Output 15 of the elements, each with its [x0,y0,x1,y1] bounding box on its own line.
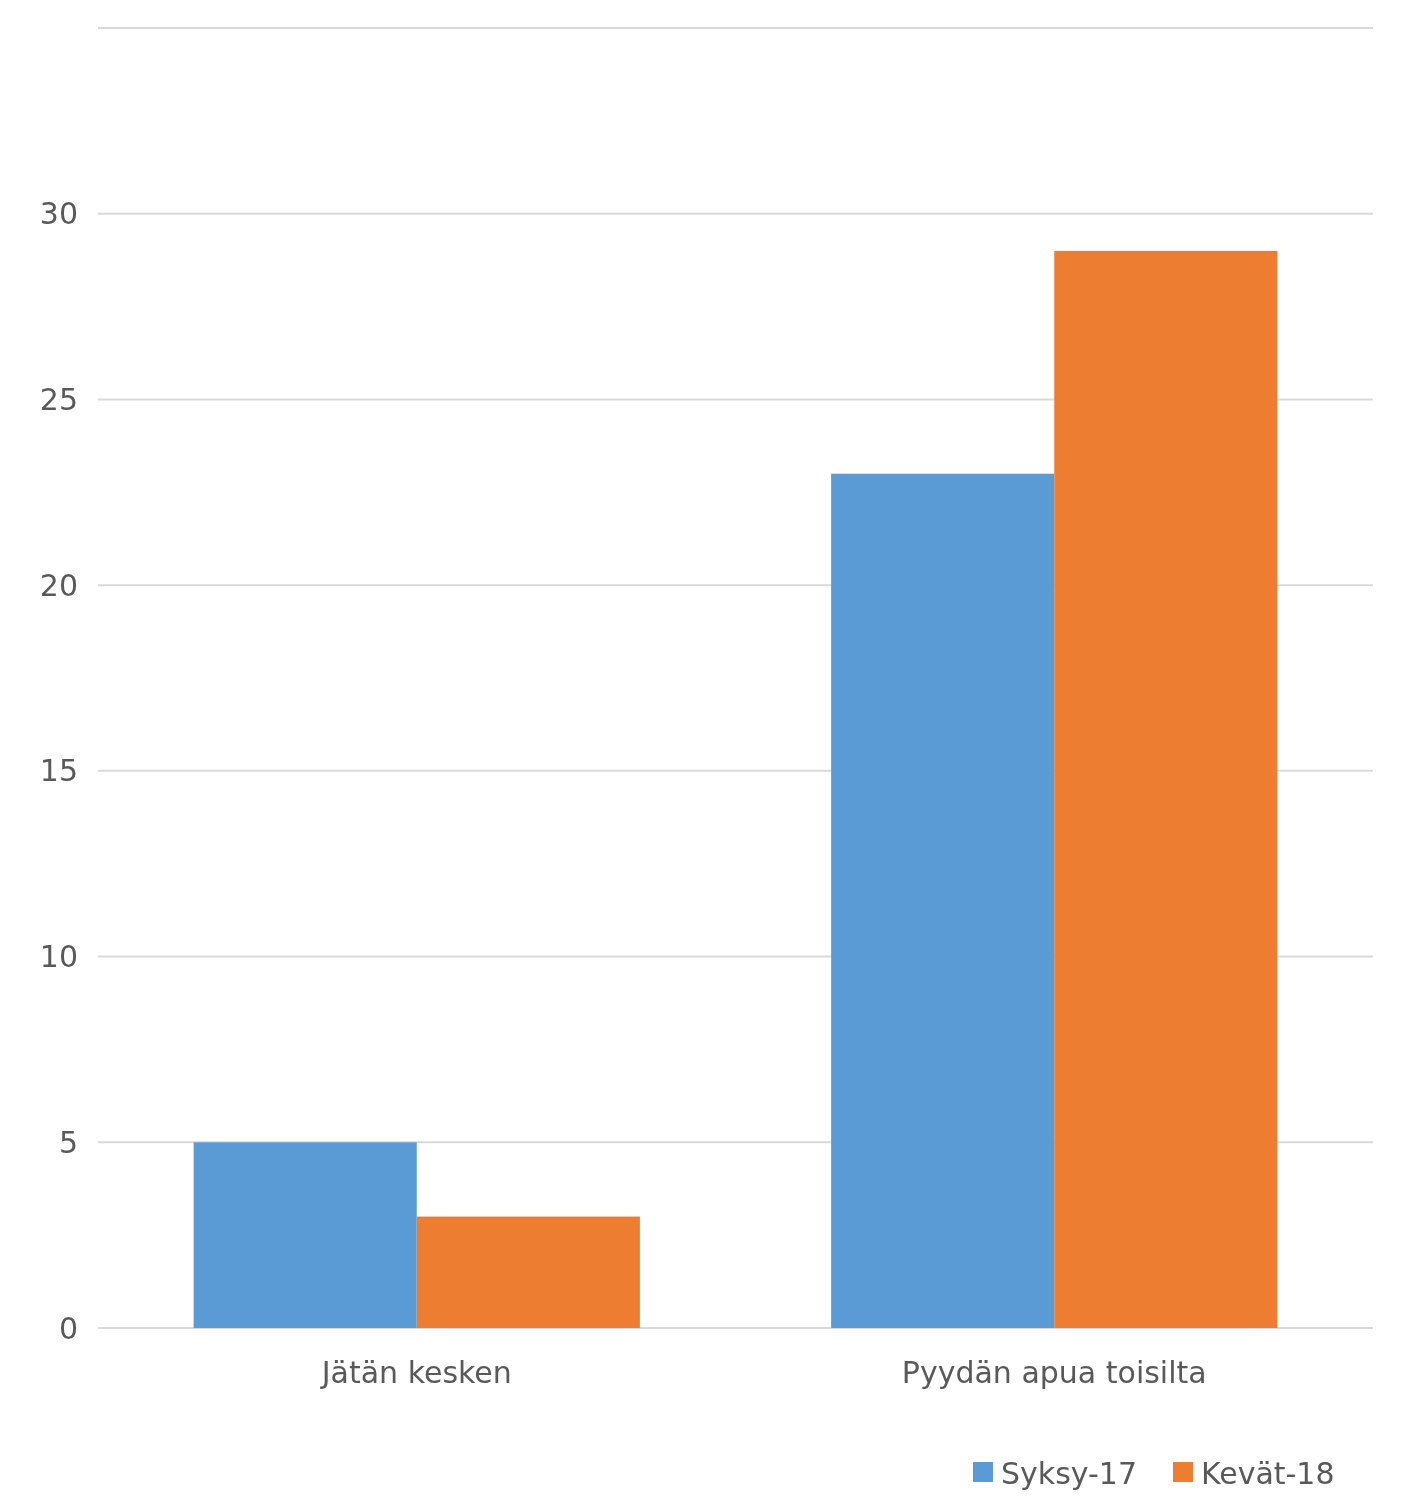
y-tick-label: 10 [39,939,78,975]
y-tick-label: 0 [58,1310,78,1346]
bar [193,1142,417,1328]
legend-label: Syksy-17 [1001,1455,1138,1491]
y-tick-label: 15 [39,753,78,789]
bar [831,473,1055,1328]
y-tick-label: 20 [39,567,78,603]
bar [1054,250,1278,1328]
y-tick-label: 25 [39,381,78,417]
y-tick-label: 30 [39,196,78,232]
legend-label: Kevät-18 [1201,1455,1335,1491]
y-tick-label: 5 [58,1124,78,1160]
x-tick-label: Jätän kesken [319,1355,512,1390]
x-tick-label: Pyydän apua toisilta [901,1355,1207,1390]
bar [416,1216,640,1328]
